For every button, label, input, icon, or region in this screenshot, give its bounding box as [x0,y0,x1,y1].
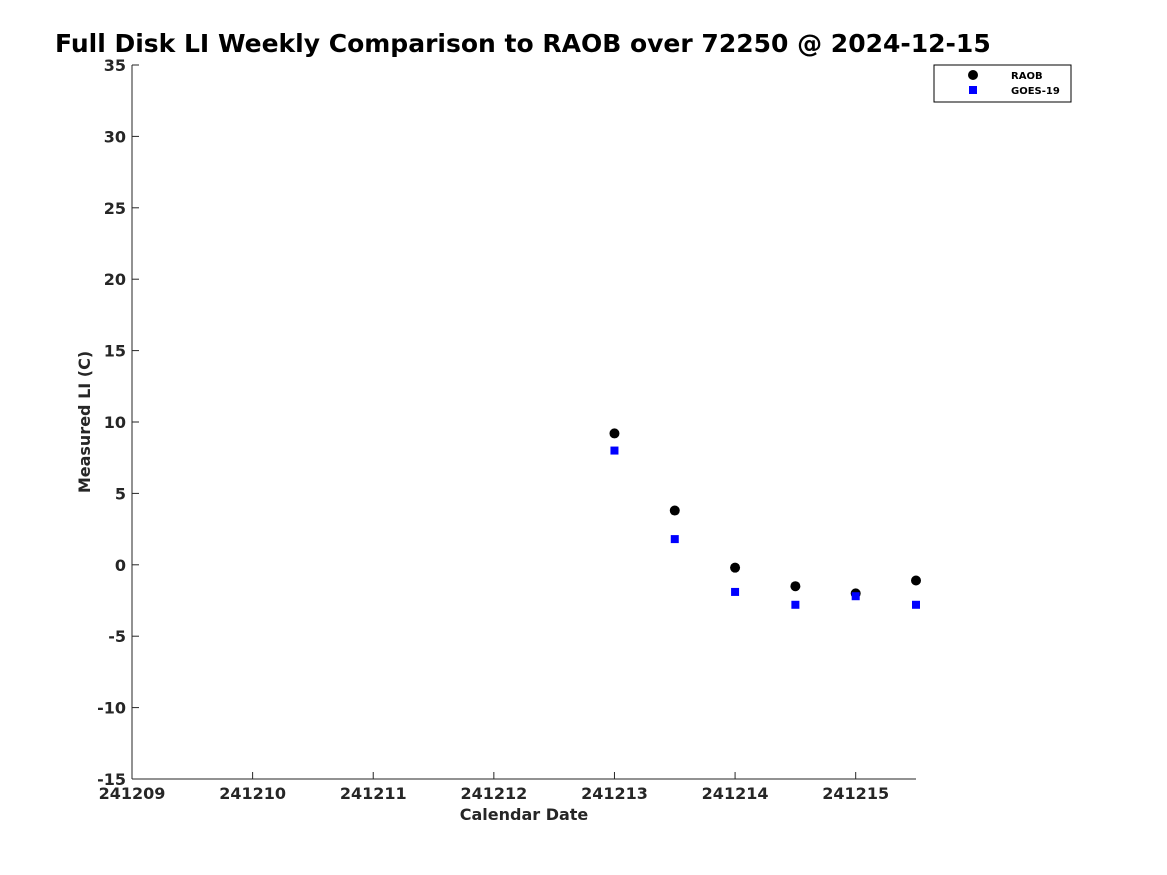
legend-label-raob: RAOB [1011,71,1043,82]
y-tick-label: 35 [104,56,126,75]
raob-point [669,505,680,516]
data-points [609,428,921,609]
y-axis-label: Measured LI (C) [75,351,94,493]
goes-19-point [610,446,619,455]
x-tick-label: 241214 [702,784,769,803]
legend-label-goes-19: GOES-19 [1011,86,1060,97]
goes-19-point [791,600,800,609]
y-tick-label: -5 [108,627,126,646]
goes-19-point [912,600,920,609]
y-tick-label: 10 [104,413,126,432]
axes [131,65,916,780]
x-tick-label: 241212 [460,784,527,803]
raob-point [790,581,801,592]
raob-point [911,575,921,586]
x-tick-label: 241210 [219,784,286,803]
goes-19-point [851,592,860,601]
goes-19-point [670,535,679,544]
x-tick-label: 241211 [340,784,407,803]
x-tick-label: 241209 [99,784,166,803]
y-tick-label: 0 [115,556,126,575]
x-tick-label: 241213 [581,784,648,803]
legend-box [933,64,1072,103]
y-tick-label: 20 [104,270,126,289]
y-tick-label: 5 [115,484,126,503]
y-tick-label: -10 [97,699,126,718]
y-ticks: -15 -10 -5 0 5 10 15 20 25 30 35 [97,56,139,789]
legend-marker-goes-19 [969,86,977,94]
legend: RAOB GOES-19 [933,64,1072,103]
x-ticks: 241209 241210 241211 241212 241213 241214 2412… [99,772,889,803]
x-tick-label: 241215 [822,784,889,803]
y-tick-label: -15 [97,770,126,789]
goes-19-point [731,587,740,596]
raob-point [609,428,620,439]
x-axis-label: Calendar Date [460,805,589,824]
y-tick-label: 25 [104,199,126,218]
y-tick-label: 15 [104,342,126,361]
legend-marker-raob [968,70,978,80]
raob-point [730,562,741,573]
y-tick-label: 30 [104,127,126,146]
chart-title: Full Disk LI Weekly Comparison to RAOB o… [55,29,991,58]
